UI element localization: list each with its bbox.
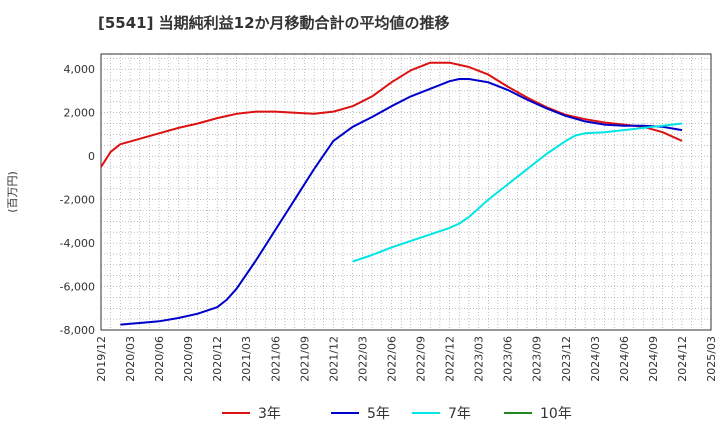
plot-area-frame [100,53,712,331]
x-tick-label: 2024/06 [618,336,631,382]
x-tick-label: 2021/06 [269,336,282,382]
x-tick-label: 2023/12 [560,336,573,382]
legend-label-1: 5年 [367,406,390,422]
legend-label-2: 7年 [448,406,471,422]
x-axis-ticks: 2019/12 2020/03 2020/06 2020/09 2020/12 2021/… [95,336,718,382]
y-tick-label: -2,000 [60,194,95,207]
y-tick-label: -8,000 [60,324,95,337]
x-tick-label: 2019/12 [95,336,108,382]
y-axis-ticks: 4,000 2,000 0 -2,000 -4,000 -6,000 -8,000 [60,63,95,337]
y-tick-label: -6,000 [60,281,95,294]
chart-title: [5541] 当期純利益12か月移動合計の平均値の推移 [98,14,450,32]
legend-label-3: 10年 [540,406,572,422]
series-line-0 [100,61,683,168]
y-tick-label: 4,000 [64,63,96,76]
y-tick-label: 0 [88,150,95,163]
x-tick-label: 2020/09 [182,336,195,382]
series-line-1 [120,78,683,326]
x-tick-label: 2022/06 [385,336,398,382]
series-line-2 [352,122,683,263]
x-tick-label: 2021/03 [240,336,253,382]
x-tick-label: 2024/09 [647,336,660,382]
legend-label-0: 3年 [258,406,281,422]
y-tick-label: 2,000 [64,107,96,120]
x-tick-label: 2021/12 [327,336,340,382]
x-tick-label: 2022/12 [444,336,457,382]
x-tick-label: 2020/06 [153,336,166,382]
x-tick-label: 2022/09 [415,336,428,382]
x-tick-label: 2023/03 [473,336,486,382]
x-tick-label: 2024/03 [589,336,602,382]
x-tick-label: 2024/12 [676,336,689,382]
legend: 3年 5年 7年 10年 [222,406,572,422]
x-tick-label: 2020/03 [124,336,137,382]
y-axis-label: (百万円) [6,171,19,213]
x-tick-label: 2025/03 [705,336,718,382]
y-tick-label: -4,000 [60,237,95,250]
series-lines [100,61,683,326]
grid [100,54,712,331]
x-tick-label: 2021/09 [298,336,311,382]
x-tick-label: 2023/09 [531,336,544,382]
x-tick-label: 2020/12 [211,336,224,382]
x-tick-label: 2022/03 [356,336,369,382]
x-tick-label: 2023/06 [502,336,515,382]
